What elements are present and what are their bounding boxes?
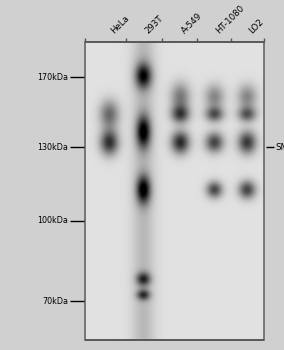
Text: 100kDa: 100kDa: [37, 216, 68, 225]
Text: LO2: LO2: [247, 18, 265, 36]
Text: HT-1080: HT-1080: [214, 4, 246, 36]
Text: HeLa: HeLa: [109, 14, 131, 36]
Text: 130kDa: 130kDa: [37, 142, 68, 152]
Text: SMARCA1: SMARCA1: [275, 142, 284, 152]
Text: A-549: A-549: [180, 12, 204, 36]
Bar: [85, 42, 264, 340]
Text: 70kDa: 70kDa: [42, 296, 68, 306]
Text: 170kDa: 170kDa: [37, 72, 68, 82]
Text: 293T: 293T: [143, 14, 165, 36]
